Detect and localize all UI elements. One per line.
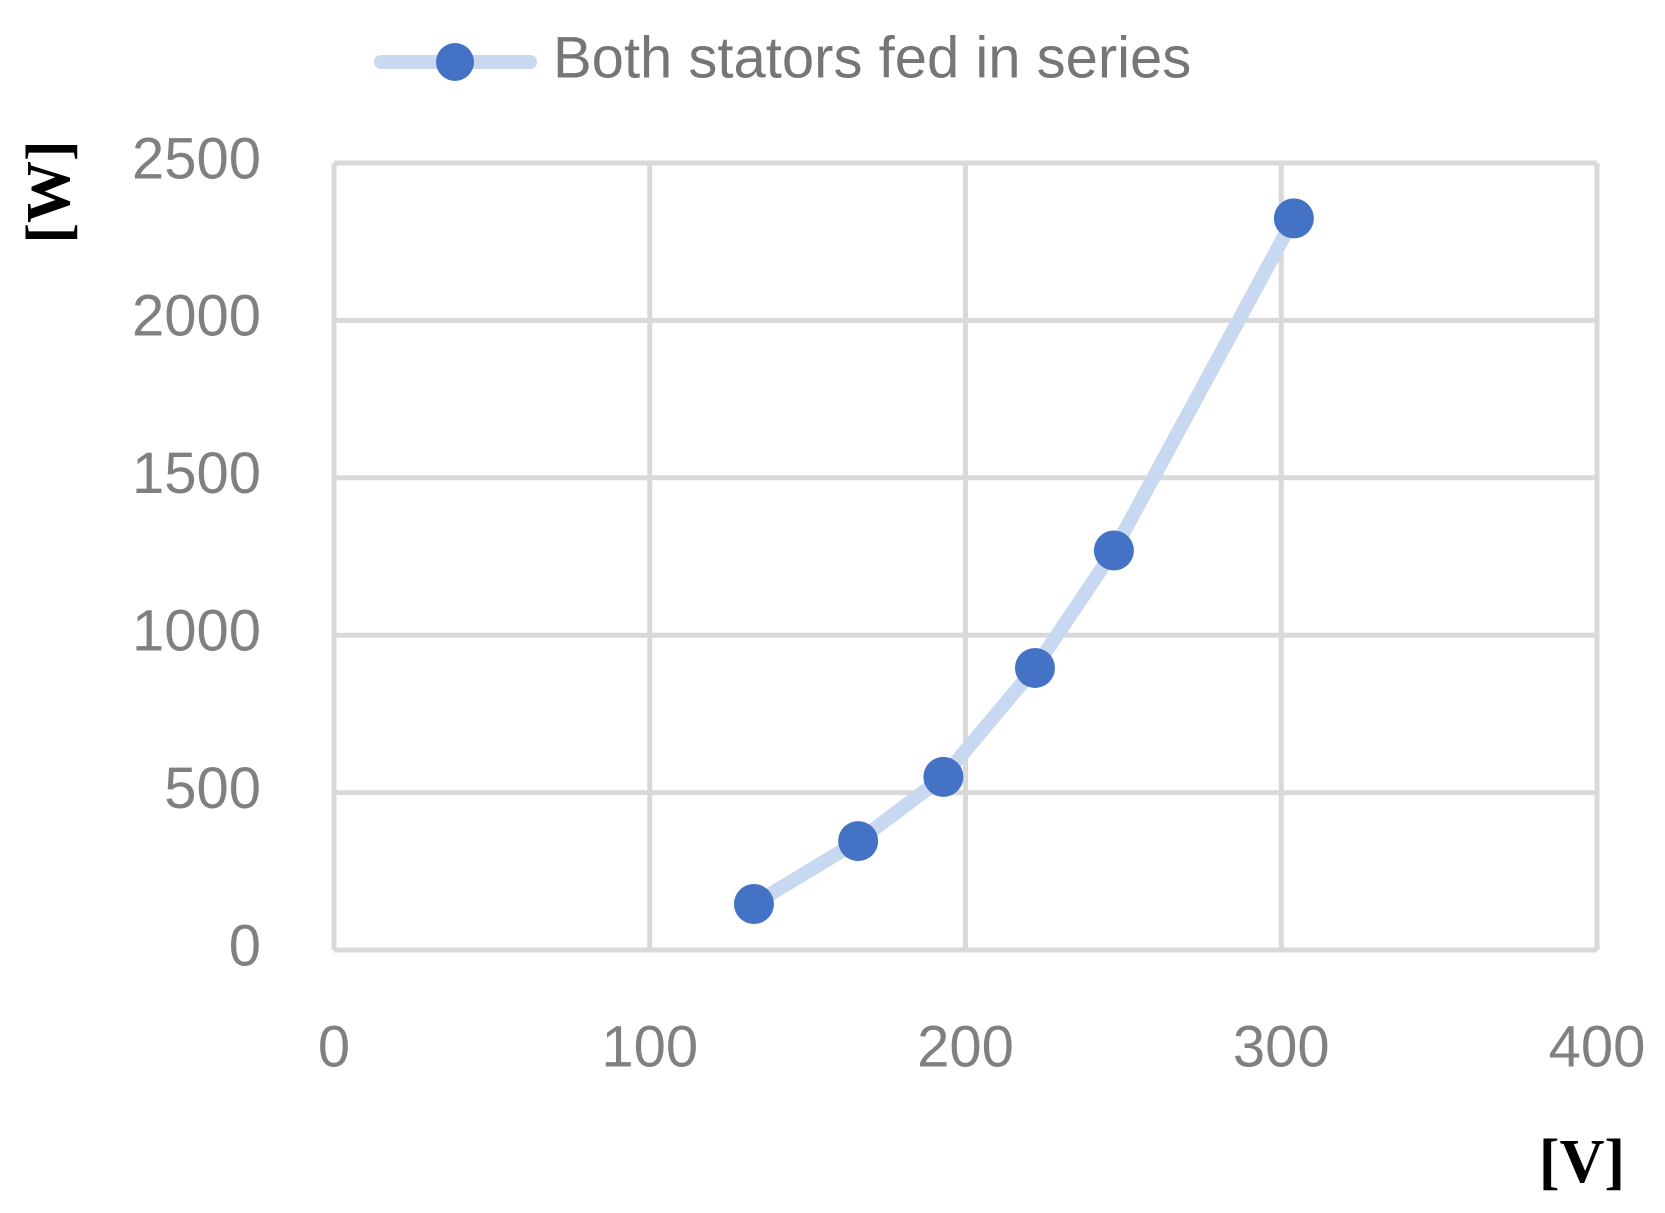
series-line [746,211,1301,912]
point [838,821,879,862]
x-tick-label: 200 [917,1014,1014,1079]
y-tick-label: 1500 [132,441,261,506]
x-tick-label: 400 [1549,1014,1646,1079]
x-tick-label: 0 [318,1014,350,1079]
point [1273,198,1314,239]
x-axis-label: [V] [1539,1128,1625,1196]
y-axis-label: [W] [15,140,83,243]
point [1014,647,1055,688]
y-tick-label: 500 [164,756,261,821]
x-tick-label: 300 [1233,1014,1330,1079]
y-tick-label: 0 [229,913,261,978]
point [923,756,964,797]
legend-marker [436,43,474,81]
y-tick-label: 1000 [132,599,261,664]
legend-label: Both stators fed in series [553,25,1191,90]
point [733,884,774,925]
y-tick-label: 2000 [132,284,261,349]
x-tick-label: 100 [601,1014,698,1079]
y-tick-label: 2500 [132,126,261,191]
point [1093,530,1134,571]
